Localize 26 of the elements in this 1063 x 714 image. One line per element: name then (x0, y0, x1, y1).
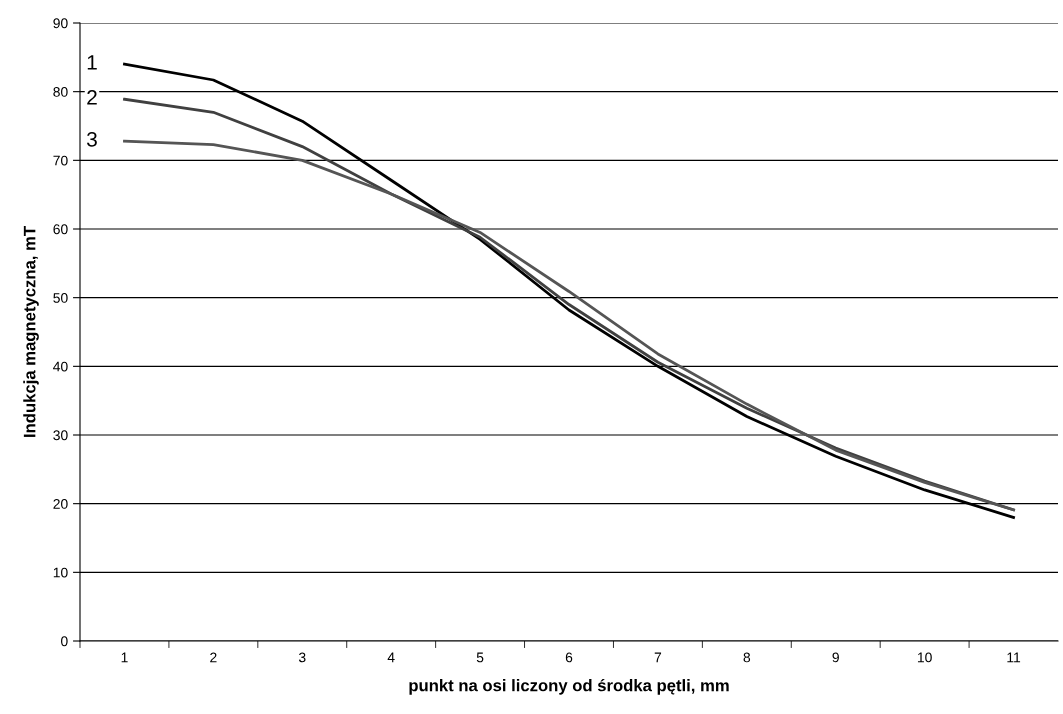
y-tick-label: 30 (53, 430, 68, 441)
x-tick-label: 3 (298, 652, 306, 663)
x-tick-label: 9 (832, 652, 839, 663)
x-tick-label: 11 (1007, 652, 1021, 663)
series-label: 3 (86, 131, 97, 147)
x-tick-label: 1 (121, 652, 128, 663)
x-tick-label: 2 (210, 652, 217, 663)
x-tick-label: 6 (565, 652, 573, 663)
x-axis-title: punkt na osi liczony od środka pętli, mm (409, 678, 729, 695)
x-tick-label: 4 (387, 652, 395, 663)
y-tick-label: 80 (53, 87, 68, 97)
y-tick-label: 60 (53, 224, 68, 235)
y-tick-label: 40 (53, 361, 68, 372)
y-tick-label: 10 (53, 567, 68, 578)
x-tick-label: 10 (917, 652, 932, 663)
y-tick-label: 70 (53, 155, 68, 166)
y-axis-title: Indukcja magnetyczna, mT (23, 226, 39, 437)
series-label: 1 (87, 55, 97, 70)
x-tick-label: 8 (743, 652, 751, 663)
series-label: 2 (87, 90, 97, 105)
y-tick-label: 20 (53, 499, 68, 509)
y-tick-label: 50 (53, 293, 68, 303)
y-tick-label: 90 (53, 18, 68, 29)
x-tick-label: 7 (654, 652, 662, 663)
x-tick-label: 5 (476, 652, 484, 663)
y-tick-label: 0 (61, 636, 68, 647)
